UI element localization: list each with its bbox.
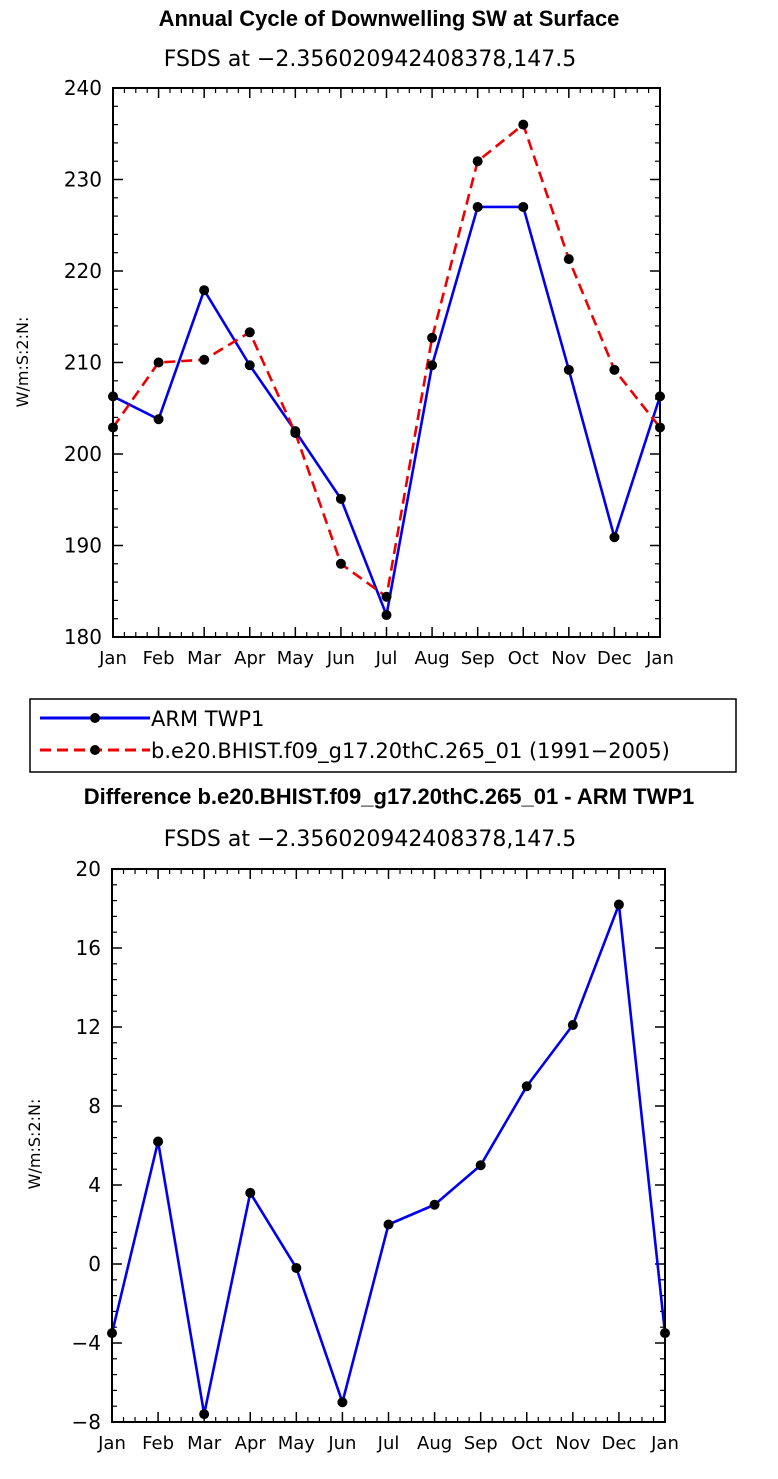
data-point-s0-7: [429, 1199, 440, 1210]
y-tick-label: 4: [88, 1173, 101, 1197]
x-tick-label: Jun: [327, 1433, 356, 1454]
data-point-s0-11: [609, 532, 620, 543]
x-tick-label: Jul: [377, 1433, 400, 1454]
x-tick-label: Aug: [415, 648, 450, 669]
chart2-title: Difference b.e20.BHIST.f09_g17.20thC.265…: [84, 784, 695, 809]
data-point-s0-6: [381, 610, 392, 621]
data-point-s1-6: [381, 591, 392, 602]
x-tick-label: Sep: [461, 648, 495, 669]
legend-marker-model: [90, 745, 100, 755]
data-point-s0-11: [613, 899, 624, 910]
data-point-s0-9: [518, 201, 529, 212]
data-point-s0-8: [475, 1160, 486, 1171]
data-point-s0-10: [563, 364, 574, 375]
x-tick-label: Mar: [187, 648, 222, 669]
y-tick-label: 0: [88, 1252, 101, 1276]
y-tick-label: 230: [64, 168, 102, 192]
y-tick-label: 190: [64, 534, 102, 558]
data-point-s0-1: [153, 1136, 164, 1147]
data-point-s0-7: [427, 360, 438, 371]
plot-frame: [112, 87, 661, 638]
y-tick-label: 20: [76, 857, 101, 881]
chart1-subtitle: FSDS at −2.356020942408378,147.5: [164, 47, 577, 72]
data-point-s0-5: [335, 493, 346, 504]
plot-frame: [111, 868, 666, 1423]
x-tick-label: Mar: [187, 1433, 222, 1454]
data-point-s1-3: [244, 327, 255, 338]
data-point-s1-5: [335, 558, 346, 569]
x-tick-label: Aug: [417, 1433, 452, 1454]
x-tick-label: Nov: [551, 648, 586, 669]
data-point-s0-2: [199, 1409, 210, 1420]
x-tick-label: May: [277, 648, 315, 669]
legend-box: [29, 698, 737, 773]
x-tick-label: Apr: [235, 1433, 267, 1454]
data-point-s0-6: [383, 1219, 394, 1230]
chart2-subtitle: FSDS at −2.356020942408378,147.5: [164, 827, 577, 852]
data-point-s0-3: [245, 1187, 256, 1198]
x-tick-label: Apr: [234, 648, 266, 669]
data-point-s1-2: [199, 354, 210, 365]
y-tick-label: 8: [88, 1094, 101, 1118]
x-tick-label: Jul: [375, 648, 398, 669]
x-tick-label: Oct: [511, 1433, 542, 1454]
y-tick-label: 210: [64, 351, 102, 375]
chart1-plot: Jan Feb Mar Apr May Jun Jul Aug Sep Oct Nov Dec Jan1…: [64, 76, 674, 669]
data-point-s1-8: [472, 156, 483, 167]
y-tick-label: −8: [72, 1410, 101, 1434]
data-point-s0-9: [521, 1081, 532, 1092]
chart2-plot: Jan Feb Mar Apr May Jun Jul Aug Sep Oct Nov Dec Jan−…: [72, 857, 679, 1454]
x-tick-label: Feb: [143, 648, 175, 669]
chart1-legend: ARM TWP1 b.e20.BHIST.f09_g17.20thC.265_0…: [29, 698, 737, 773]
data-point-s0-2: [199, 285, 210, 296]
x-tick-label: May: [278, 1433, 316, 1454]
chart1-ylabel: W/m:S:2:N:: [13, 317, 32, 408]
data-point-s1-11: [609, 364, 620, 375]
data-point-s0-5: [337, 1397, 348, 1408]
x-tick-label: Jun: [326, 648, 355, 669]
x-tick-label: Feb: [142, 1433, 174, 1454]
data-point-s0-1: [153, 414, 164, 425]
y-tick-label: 12: [76, 1015, 101, 1039]
y-tick-label: 240: [64, 76, 102, 100]
y-tick-label: 220: [64, 259, 102, 283]
y-tick-label: 180: [64, 625, 102, 649]
data-point-s0-3: [244, 360, 255, 371]
legend-label-model: b.e20.BHIST.f09_g17.20thC.265_01 (1991−2…: [151, 739, 670, 764]
x-tick-label: Jan: [650, 1433, 679, 1454]
data-point-s0-10: [567, 1020, 578, 1031]
y-tick-label: 200: [64, 442, 102, 466]
series-line-0: [110, 903, 667, 1416]
x-tick-label: Sep: [464, 1433, 498, 1454]
data-point-s1-4: [290, 427, 301, 438]
x-tick-label: Oct: [508, 648, 539, 669]
x-tick-label: Jan: [97, 1433, 126, 1454]
data-point-s1-9: [518, 119, 529, 130]
chart2-ylabel: W/m:S:2:N:: [25, 1099, 44, 1190]
x-tick-label: Jan: [645, 648, 674, 669]
series-line-1: [111, 123, 662, 599]
chart1-title: Annual Cycle of Downwelling SW at Surfac…: [159, 6, 620, 31]
data-point-s1-1: [153, 357, 164, 368]
y-tick-label: 16: [76, 936, 101, 960]
y-tick-label: −4: [72, 1331, 101, 1355]
x-tick-label: Nov: [555, 1433, 590, 1454]
data-point-s1-7: [427, 332, 438, 343]
legend-label-arm: ARM TWP1: [151, 707, 264, 731]
x-tick-label: Jan: [98, 648, 127, 669]
data-point-s0-4: [291, 1262, 302, 1273]
legend-marker-arm: [90, 713, 100, 723]
series-line-0: [112, 205, 662, 617]
x-tick-label: Dec: [601, 1433, 636, 1454]
data-point-s1-10: [563, 254, 574, 265]
x-tick-label: Dec: [597, 648, 632, 669]
data-point-s0-8: [472, 201, 483, 212]
